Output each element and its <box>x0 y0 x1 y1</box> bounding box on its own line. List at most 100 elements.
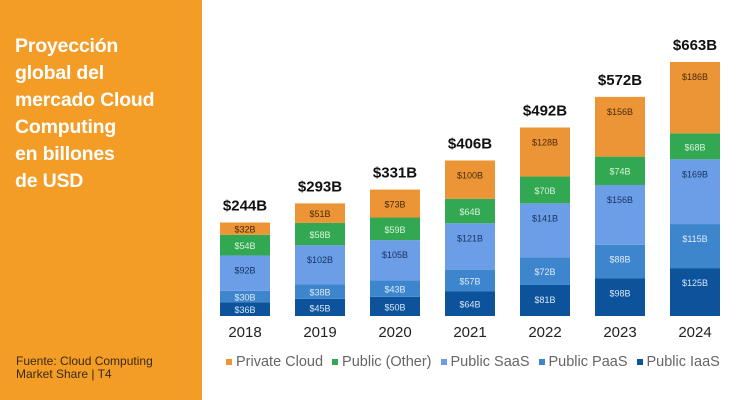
segment-label: $38B <box>309 287 330 297</box>
bar-segment-public-other <box>520 176 570 204</box>
bar-segment-private-cloud <box>595 96 645 157</box>
bar-segment-public-other <box>220 234 270 256</box>
bar-segment-public-saas <box>445 223 495 270</box>
legend-label: Public PaaS <box>548 354 628 370</box>
bar-segment-public-saas <box>670 159 720 225</box>
total-label: $244B <box>223 198 267 215</box>
bar-segment-public-paas <box>295 284 345 299</box>
bar-segment-private-cloud <box>520 127 570 177</box>
total-label: $331B <box>373 165 417 182</box>
segment-label: $43B <box>384 285 405 295</box>
legend-item: Public PaaS <box>538 354 628 370</box>
segment-label: $156B <box>607 107 633 117</box>
total-label: $572B <box>598 72 642 89</box>
chart-title: Proyección global del mercado Cloud Comp… <box>15 33 195 195</box>
legend-swatch <box>226 359 232 365</box>
total-label: $406B <box>448 135 492 152</box>
legend-swatch <box>538 359 545 365</box>
total-label: $663B <box>673 37 717 54</box>
x-tick-label: 2024 <box>678 324 711 341</box>
segment-label: $64B <box>459 300 480 310</box>
segment-label: $36B <box>234 305 255 315</box>
bar-segment-private-cloud <box>220 222 270 235</box>
segment-label: $57B <box>459 277 480 287</box>
segment-label: $156B <box>607 195 633 205</box>
legend-item: Public (Other) <box>332 354 432 370</box>
source-note: Fuente: Cloud Computing Market Share | T… <box>16 355 196 381</box>
x-tick-label: 2020 <box>378 324 411 341</box>
segment-label: $141B <box>532 213 558 223</box>
title-line: Proyección <box>15 35 119 57</box>
bar-segment-public-other <box>295 222 345 246</box>
segment-label: $73B <box>384 200 405 210</box>
title-line: de USD <box>15 170 84 192</box>
bar-segment-public-saas <box>595 184 645 245</box>
total-label: $492B <box>523 103 567 120</box>
source-line: Fuente: Cloud Computing <box>16 354 153 368</box>
segment-label: $70B <box>534 186 555 196</box>
segment-label: $59B <box>384 225 405 235</box>
segment-label: $51B <box>309 209 330 219</box>
segment-label: $54B <box>234 241 255 251</box>
legend-label: Public (Other) <box>342 354 432 370</box>
bar-segment-public-saas <box>370 240 420 281</box>
segment-label: $30B <box>234 292 255 302</box>
legend-swatch <box>440 359 447 365</box>
segment-label: $102B <box>307 255 333 265</box>
segment-label: $125B <box>682 278 708 288</box>
title-line: mercado Cloud <box>15 89 155 111</box>
bar-segment-private-cloud <box>370 189 420 218</box>
segment-label: $45B <box>309 303 330 313</box>
x-tick-label: 2022 <box>528 324 561 341</box>
source-line: Market Share | T4 <box>16 367 112 381</box>
legend-swatch <box>636 359 643 365</box>
bar-segment-private-cloud <box>295 203 345 223</box>
bar-segment-public-paas <box>445 269 495 292</box>
bar-segment-public-saas <box>520 203 570 258</box>
bar-segment-public-paas <box>220 290 270 303</box>
segment-label: $68B <box>684 142 705 152</box>
bar-segment-public-iaas <box>295 298 345 316</box>
legend-label: Public IaaS <box>646 354 720 370</box>
bar-segment-public-paas <box>595 244 645 279</box>
bar-segment-public-iaas <box>670 268 720 316</box>
bar-segment-public-paas <box>670 224 720 269</box>
x-tick-label: 2021 <box>453 324 486 341</box>
bar-segment-public-iaas <box>595 278 645 316</box>
segment-label: $88B <box>609 255 630 265</box>
segment-label: $128B <box>532 138 558 148</box>
bar-segment-public-iaas <box>520 284 570 316</box>
x-tick-label: 2019 <box>303 324 336 341</box>
bar-segment-public-iaas <box>370 296 420 316</box>
bar-segment-private-cloud <box>445 160 495 199</box>
segment-label: $74B <box>609 167 630 177</box>
title-line: Computing <box>15 116 117 138</box>
segment-label: $64B <box>459 207 480 217</box>
segment-label: $100B <box>457 170 483 180</box>
x-tick-label: 2023 <box>603 324 636 341</box>
legend-label: Public SaaS <box>450 354 530 370</box>
bar-segment-public-other <box>370 217 420 241</box>
segment-label: $92B <box>234 265 255 275</box>
bar-segment-public-saas <box>220 255 270 291</box>
segment-label: $186B <box>682 72 708 82</box>
chart-legend: Private Cloud Public (Other) Public SaaS Pu… <box>226 354 720 370</box>
segment-label: $121B <box>457 233 483 243</box>
legend-item: Private Cloud <box>226 354 323 370</box>
bar-segment-public-iaas <box>445 291 495 316</box>
title-line: en billones <box>15 143 115 165</box>
legend-label: Private Cloud <box>236 354 324 370</box>
bar-segment-public-paas <box>520 257 570 285</box>
segment-label: $81B <box>534 295 555 305</box>
bar-segment-public-other <box>595 156 645 185</box>
bar-segment-private-cloud <box>670 62 720 134</box>
title-line: global del <box>15 62 105 84</box>
segment-label: $50B <box>384 302 405 312</box>
total-label: $293B <box>298 178 342 195</box>
side-panel: Proyección global del mercado Cloud Comp… <box>0 0 202 400</box>
bar-segment-public-iaas <box>220 302 270 316</box>
segment-label: $98B <box>609 288 630 298</box>
segment-label: $58B <box>309 230 330 240</box>
segment-label: $72B <box>534 267 555 277</box>
